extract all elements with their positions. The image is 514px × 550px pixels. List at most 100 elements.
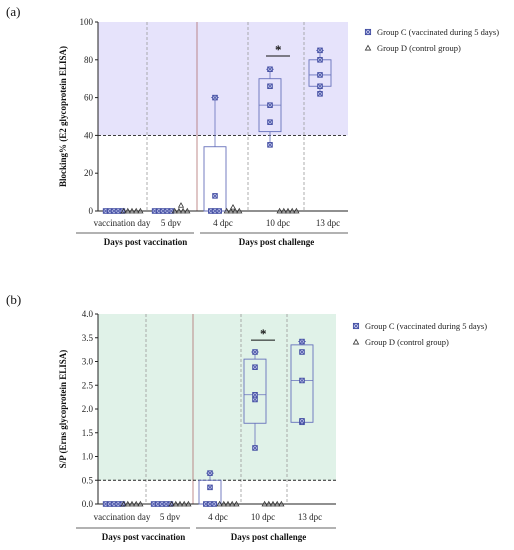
x-group-label: Days post challenge (231, 532, 307, 542)
data-point (184, 207, 191, 214)
y-tick-label: 0 (89, 206, 94, 216)
data-point (133, 207, 140, 214)
data-point (216, 208, 222, 214)
data-point (278, 500, 285, 507)
data-point (168, 500, 175, 507)
data-point (175, 207, 182, 214)
data-point (216, 500, 223, 507)
data-point (299, 418, 305, 424)
data-point (284, 207, 292, 214)
data-point (276, 207, 283, 214)
y-tick-label: 20 (84, 168, 94, 178)
data-point (269, 500, 277, 507)
data-point (252, 349, 258, 355)
data-point (212, 94, 218, 101)
y-tick-label: 0.5 (82, 475, 94, 485)
x-tick-label: 5 dpv (160, 512, 181, 522)
y-tick-label: 2.0 (82, 404, 94, 414)
y-tick-label: 40 (84, 130, 94, 140)
y-tick-label: 3.5 (82, 333, 94, 343)
y-axis-label: S/P (Erns glycoprotein ELISA) (58, 350, 68, 469)
data-point (267, 102, 273, 108)
data-point (220, 500, 227, 507)
y-tick-label: 3.0 (82, 357, 94, 367)
shaded-region (98, 22, 348, 136)
data-point (317, 91, 323, 97)
legend-label-group-c: Group C (vaccinated during 5 days) (365, 321, 487, 331)
data-point (207, 484, 213, 491)
x-tick-label: 13 dpc (316, 218, 340, 228)
data-point (207, 470, 213, 476)
x-tick-label: vaccination day (94, 512, 151, 522)
y-axis-label: Blocking% (E2 glycoprotein ELISA) (58, 46, 68, 187)
data-point (267, 83, 273, 90)
box (203, 146, 227, 212)
shaded-region (98, 314, 336, 481)
data-point (267, 142, 273, 148)
chart-panel-1: (b) 0.0 0.5 1.0 1.5 2.0 2.5 3.0 3.5 4.0 S/P (Erns … (6, 292, 487, 542)
data-point (252, 392, 258, 398)
legend: Group C (vaccinated during 5 days) Group … (352, 321, 487, 347)
data-point (252, 445, 258, 451)
y-tick-label: 4.0 (82, 309, 94, 319)
data-point (232, 207, 239, 214)
y-tick-label: 60 (84, 93, 94, 103)
data-point (124, 207, 131, 214)
y-tick-label: 0.0 (82, 499, 94, 509)
data-point (120, 500, 127, 507)
x-tick-label: vaccination day (94, 218, 151, 228)
panel-label: (b) (6, 292, 21, 307)
data-point (128, 207, 136, 214)
data-point (133, 500, 140, 507)
significance-star: * (275, 42, 282, 57)
x-group-label: Days post vaccination (102, 532, 186, 542)
data-point (317, 57, 323, 63)
y-tick-label: 1.0 (82, 452, 94, 462)
significance-star: * (260, 326, 267, 341)
legend: Group C (vaccinated during 5 days) Group … (364, 27, 499, 53)
data-point (267, 66, 273, 72)
data-point (274, 500, 281, 507)
box (198, 479, 222, 505)
data-point (289, 207, 296, 214)
data-point (236, 207, 243, 214)
data-point (229, 203, 237, 210)
data-point (211, 501, 217, 507)
data-point (261, 500, 268, 507)
x-group-label: Days post challenge (239, 237, 315, 247)
data-point (299, 349, 305, 355)
data-point (227, 207, 234, 214)
y-tick-label: 1.5 (82, 428, 94, 438)
data-point (299, 377, 305, 384)
data-point (128, 500, 136, 507)
x-tick-label: 4 dpc (208, 512, 228, 522)
x-tick-label: 4 dpc (213, 218, 233, 228)
x-tick-label: 13 dpc (298, 512, 322, 522)
data-point (229, 500, 236, 507)
data-point (317, 72, 323, 78)
data-point (252, 364, 258, 370)
data-point (299, 338, 305, 345)
y-tick-label: 100 (80, 17, 94, 27)
y-tick-label: 2.5 (82, 380, 94, 390)
data-point (180, 207, 187, 214)
data-point (176, 500, 184, 507)
data-point (280, 207, 287, 214)
data-point (137, 207, 144, 214)
legend-label-group-c: Group C (vaccinated during 5 days) (377, 27, 499, 37)
data-point (181, 500, 188, 507)
x-tick-label: 10 dpc (266, 218, 290, 228)
box (243, 358, 267, 424)
data-point (185, 500, 192, 507)
legend-marker-group-d (352, 338, 360, 345)
data-point (267, 119, 273, 125)
data-point (124, 500, 131, 507)
data-point (233, 500, 240, 507)
data-point (137, 500, 144, 507)
legend-label-group-d: Group D (control group) (365, 337, 449, 347)
data-point (317, 47, 323, 54)
data-point (171, 207, 178, 214)
data-point (212, 193, 218, 199)
x-group-label: Days post vaccination (104, 237, 188, 247)
